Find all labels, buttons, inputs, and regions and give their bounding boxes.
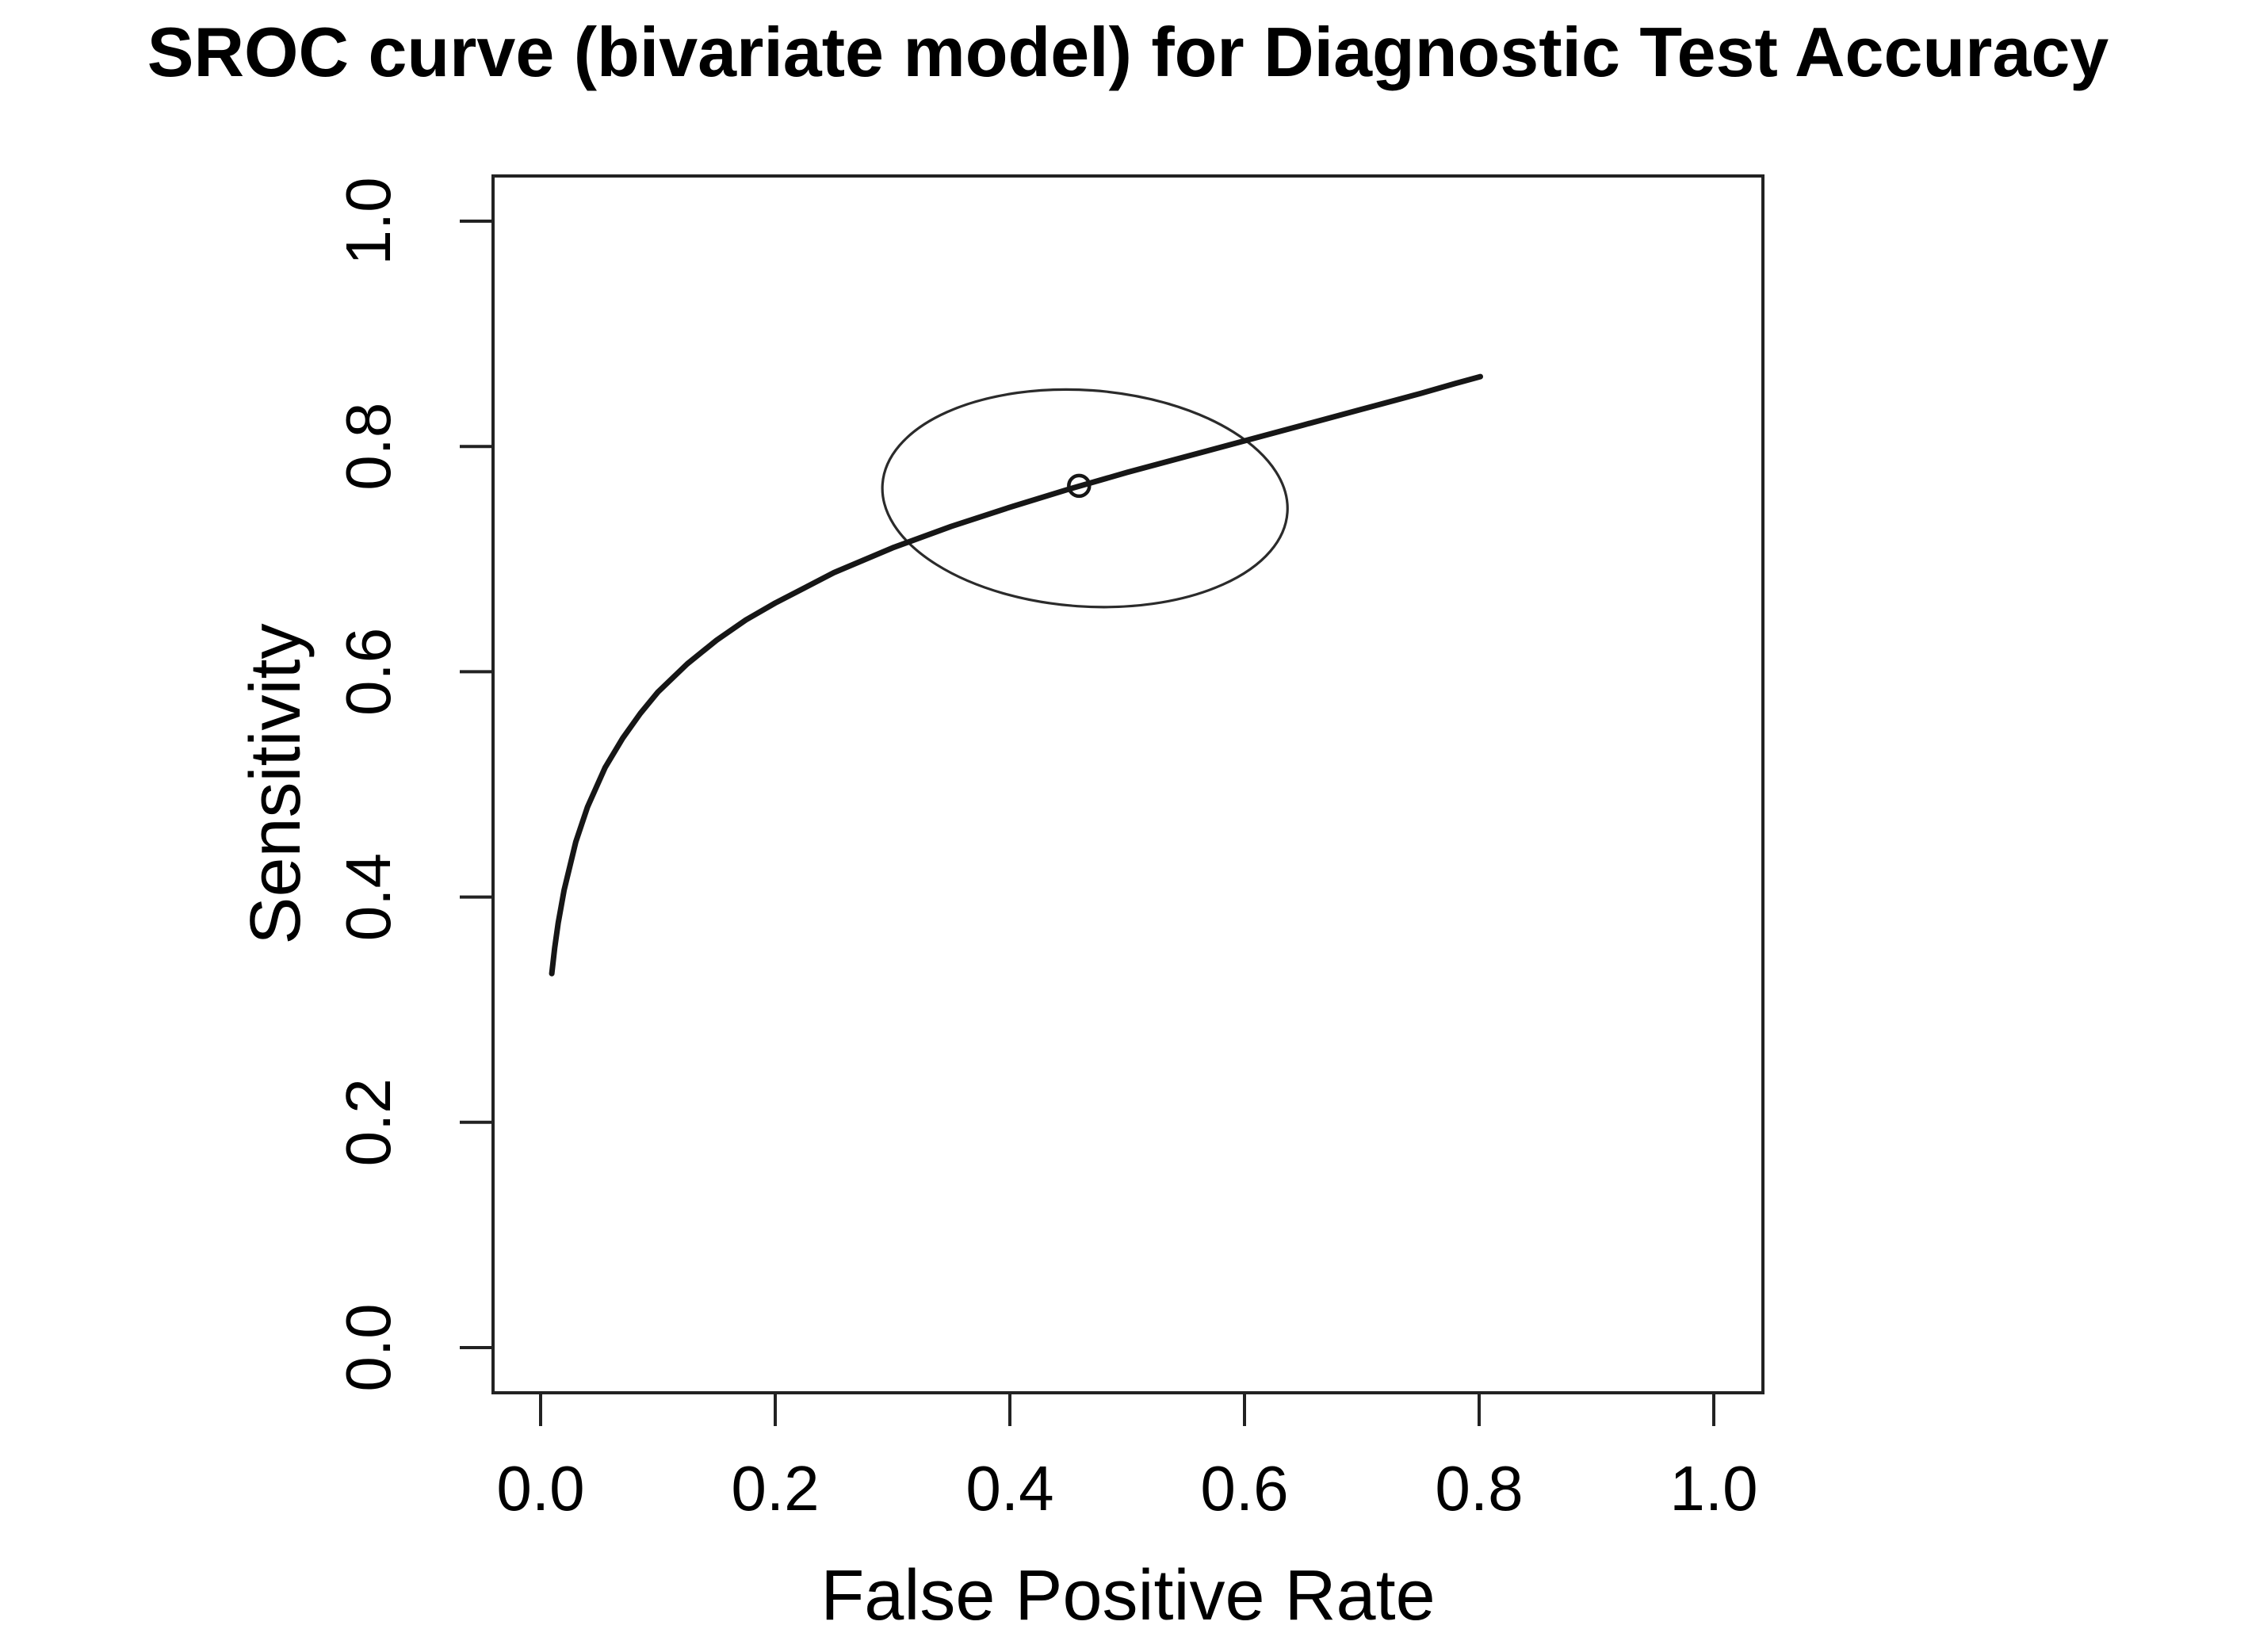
x-axis-label: False Positive Rate — [820, 1556, 1435, 1635]
y-tick-label: 0.4 — [333, 853, 403, 941]
y-tick-label: 0.2 — [333, 1078, 403, 1166]
y-tick-label: 0.6 — [333, 628, 403, 716]
y-axis-label: Sensitivity — [236, 623, 315, 944]
confidence-ellipse — [881, 388, 1289, 609]
summary-point-marker — [1067, 473, 1092, 499]
x-axis: 0.0 0.2 0.4 0.6 0.8 1.0 — [496, 1393, 1758, 1524]
x-tick-label: 1.0 — [1669, 1453, 1757, 1524]
y-tick-label: 1.0 — [333, 177, 403, 265]
plot-box — [491, 174, 1765, 1394]
x-tick-label: 0.2 — [731, 1453, 819, 1524]
y-tick-label: 0.8 — [333, 403, 403, 491]
y-axis: 0.0 0.2 0.4 0.6 0.8 1.0 — [333, 177, 493, 1392]
chart-title: SROC curve (bivariate model) for Diagnos… — [147, 13, 2109, 91]
x-tick-label: 0.6 — [1200, 1453, 1288, 1524]
x-tick-label: 0.8 — [1435, 1453, 1523, 1524]
x-tick-label: 0.0 — [496, 1453, 584, 1524]
sroc-curve — [549, 373, 1483, 977]
y-tick-label: 0.0 — [333, 1303, 403, 1391]
x-tick-label: 0.4 — [965, 1453, 1053, 1524]
